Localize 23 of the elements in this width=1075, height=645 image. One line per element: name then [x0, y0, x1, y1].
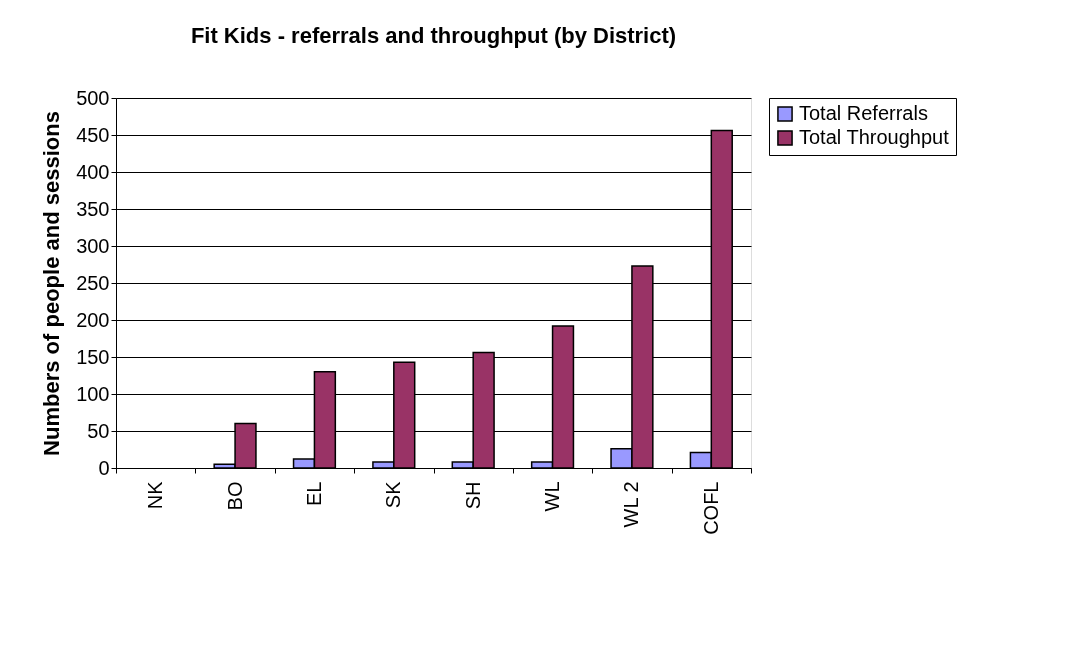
y-tick-label: 350 [76, 197, 110, 220]
chart-title: Fit Kids - referrals and throughput (by District) [190, 23, 677, 48]
x-tick-label: BO [223, 481, 246, 511]
x-tick-label: COFL [699, 481, 722, 535]
y-tick-label: 200 [76, 308, 110, 331]
y-tick-label: 300 [76, 234, 110, 257]
y-tick-label: 500 [76, 86, 110, 109]
y-tick-label: 250 [76, 271, 110, 294]
x-tick-label: NK [144, 480, 167, 510]
x-tick-label: WL 2 [620, 481, 643, 528]
y-tick-label: 150 [76, 345, 110, 368]
y-tick-label: 100 [76, 382, 110, 405]
y-tick-label: 450 [76, 123, 110, 146]
y-tick-label: 50 [87, 419, 110, 442]
legend-label: Total Referrals [799, 102, 928, 124]
x-tick-label: EL [302, 481, 325, 506]
y-tick-label: 0 [98, 456, 110, 479]
x-tick-label: SH [461, 481, 484, 510]
x-tick-label: WL [541, 481, 564, 512]
legend-label: Total Throughput [799, 126, 950, 148]
y-axis-title: Numbers of people and sessions [39, 111, 65, 456]
y-tick-label: 400 [76, 160, 110, 183]
x-tick-label: SK [382, 480, 405, 509]
